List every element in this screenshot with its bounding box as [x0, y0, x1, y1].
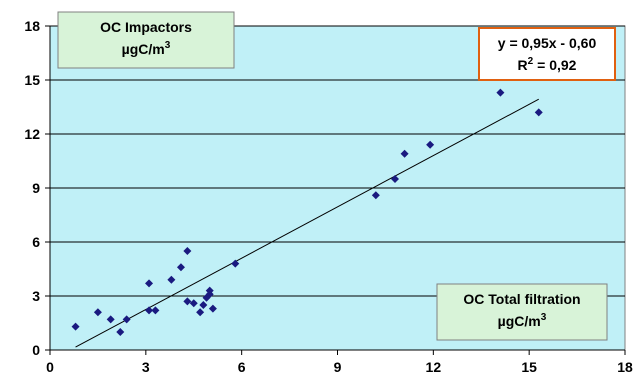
y-axis-label-line2: µgC/m3: [122, 40, 171, 57]
trendline: [75, 98, 539, 348]
data-point: [183, 247, 192, 255]
y-tick-label: 0: [32, 342, 40, 358]
x-axis-label-line1: OC Total filtration: [463, 291, 580, 307]
x-axis-label-box-background: [436, 283, 608, 341]
y-axis-label-box-background: [57, 11, 235, 69]
x-tick-label: 9: [334, 359, 342, 375]
data-point: [426, 140, 435, 149]
x-axis-label-unit-superscript: 3: [541, 312, 547, 323]
y-tick-label: 12: [24, 126, 40, 142]
data-point: [183, 297, 192, 306]
y-tick-label: 18: [24, 18, 40, 34]
x-axis-label-box: OC Total filtration µgC/m3: [436, 283, 608, 341]
data-point: [93, 308, 102, 317]
data-point: [208, 304, 217, 313]
data-point: [116, 328, 125, 336]
data-point: [106, 315, 115, 324]
x-axis-label-line2: µgC/m3: [498, 312, 547, 329]
y-tick-label: 6: [32, 234, 40, 250]
data-point: [196, 308, 205, 317]
y-axis-label-unit-superscript: 3: [165, 40, 171, 51]
y-axis-label-unit: µgC/m: [122, 41, 165, 57]
tick-labels: 0 3 6 9 12 15 18 0 3 6 9 12 15 18: [24, 18, 633, 375]
axes: [45, 25, 626, 355]
data-point: [151, 306, 160, 315]
y-axis-label-box: OC Impactors µgC/m3: [57, 11, 235, 69]
data-point: [371, 191, 380, 200]
data-point: [189, 299, 198, 308]
data-point: [145, 306, 154, 315]
x-tick-label: 6: [238, 359, 246, 375]
data-point: [145, 279, 154, 288]
r-squared-superscript: 2: [528, 56, 534, 67]
data-point: [496, 88, 505, 97]
data-point: [205, 286, 214, 295]
x-tick-label: 3: [142, 359, 150, 375]
regression-equation: y = 0,95x - 0,60: [498, 35, 597, 51]
data-point: [391, 175, 399, 183]
data-point: [71, 322, 80, 331]
data-point: [122, 315, 131, 324]
r-squared: R2 = 0,92: [518, 56, 577, 73]
y-tick-label: 9: [32, 180, 40, 196]
r-squared-value: = 0,92: [533, 57, 576, 73]
x-tick-label: 0: [46, 359, 54, 375]
equation-box-background: [478, 27, 616, 81]
data-point: [231, 259, 240, 268]
y-tick-label: 3: [32, 288, 40, 304]
x-tick-label: 15: [521, 359, 537, 375]
x-axis-label-unit: µgC/m: [498, 313, 541, 329]
data-point: [199, 301, 208, 309]
data-point: [400, 149, 409, 158]
data-point: [176, 263, 185, 272]
x-tick-label: 12: [426, 359, 442, 375]
y-axis-label-line1: OC Impactors: [100, 19, 192, 35]
r-squared-symbol: R: [518, 57, 528, 73]
y-tick-label: 15: [24, 72, 40, 88]
equation-box: y = 0,95x - 0,60 R2 = 0,92: [478, 27, 616, 81]
x-tick-label: 18: [617, 359, 633, 375]
data-point: [167, 275, 176, 284]
data-point: [534, 108, 543, 117]
data-points: [71, 88, 543, 336]
